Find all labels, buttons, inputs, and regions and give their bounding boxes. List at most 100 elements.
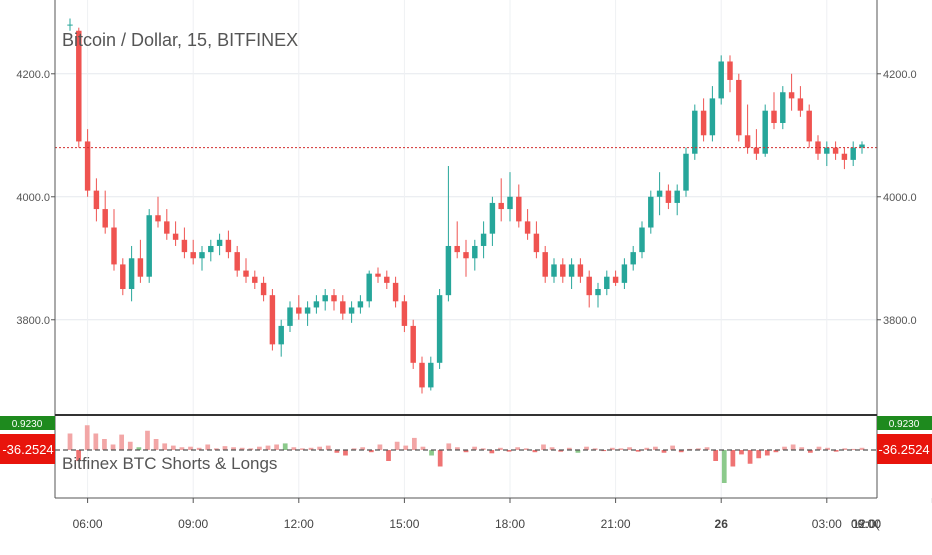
candle: [287, 301, 293, 333]
candle: [859, 141, 865, 154]
indicator-bar: [102, 439, 107, 450]
indicator-bar: [833, 450, 839, 452]
candle: [753, 129, 760, 160]
candle: [489, 196, 496, 246]
candle: [533, 221, 540, 259]
candle: [736, 73, 742, 142]
y-tick-label-left: 4000.0: [16, 192, 50, 204]
indicator-bar: [274, 444, 279, 450]
candle-body: [753, 147, 760, 154]
candle: [604, 270, 610, 296]
indicator-bar: [764, 450, 770, 456]
candle: [120, 258, 126, 296]
indicator-bar: [222, 446, 228, 450]
candle-body: [445, 245, 452, 296]
candle: [348, 301, 355, 323]
candle-body: [216, 239, 223, 246]
candle: [568, 258, 575, 290]
indicator-bar: [351, 448, 357, 450]
candle: [692, 104, 698, 160]
candle-body: [859, 144, 865, 148]
indicator-pane[interactable]: [55, 425, 877, 483]
candle-body: [472, 245, 478, 259]
candle: [445, 166, 452, 302]
candle: [480, 221, 487, 259]
candle: [630, 245, 636, 271]
indicator-bar: [696, 448, 701, 450]
candle: [102, 190, 108, 234]
candle-body: [84, 141, 91, 191]
candle: [524, 209, 531, 240]
indicator-bar: [308, 447, 314, 450]
candle-body: [674, 190, 680, 203]
indicator-bar: [506, 450, 512, 452]
candle-body: [797, 98, 804, 111]
left-price-scale[interactable]: 4200.0 4000.0 3800.0: [16, 69, 55, 327]
indicator-bar: [825, 447, 830, 450]
candle: [331, 289, 337, 311]
candle-body: [621, 264, 628, 283]
candle: [665, 184, 672, 210]
candlestick-series: [67, 18, 865, 394]
candle: [225, 230, 232, 259]
indicator-bar: [282, 443, 288, 450]
candle-body: [428, 362, 434, 388]
indicator-bar: [670, 445, 675, 450]
indicator-bar: [472, 446, 477, 450]
candle: [322, 289, 328, 311]
indicator-bar: [153, 439, 159, 450]
indicator-bar: [713, 450, 719, 461]
candle: [164, 209, 170, 240]
candle-body: [296, 307, 302, 314]
candle-body: [489, 202, 496, 234]
candle-body: [234, 252, 240, 271]
candle-body: [841, 153, 848, 160]
indicator-bar: [463, 450, 469, 453]
candle-body: [542, 252, 548, 277]
time-scale[interactable]: 06:00 09:00 12:00 15:00 18:00 21:00 26 03:00 06:…: [73, 498, 932, 531]
right-price-scale[interactable]: 4200.0 4000.0 3800.0: [877, 69, 917, 327]
candle-body: [199, 252, 205, 259]
candle-body: [120, 264, 126, 290]
indicator-bar: [188, 446, 193, 450]
candle-body: [850, 147, 856, 160]
candle-body: [419, 362, 425, 388]
candle: [709, 86, 716, 142]
candle-body: [709, 98, 716, 136]
candle-body: [727, 61, 733, 80]
indicator-bar: [162, 443, 168, 450]
candle: [252, 270, 258, 290]
indicator-bar: [300, 448, 305, 450]
candle-body: [67, 24, 73, 26]
indicator-bar: [756, 450, 762, 459]
candle-body: [252, 276, 258, 283]
x-tick-label: 06:00: [851, 517, 881, 531]
candle-body: [348, 307, 355, 314]
candle-body: [304, 307, 311, 314]
indicator-bar: [721, 450, 727, 483]
x-tick-label: 15:00: [389, 517, 419, 531]
candle-body: [736, 79, 742, 136]
candle: [577, 258, 584, 283]
candle: [111, 209, 117, 271]
x-tick-label: 26: [715, 517, 729, 531]
indicator-bar: [807, 450, 813, 453]
indicator-bar: [360, 447, 366, 450]
indicator-bar: [704, 447, 710, 450]
indicator-bar: [480, 448, 486, 450]
candle: [357, 295, 364, 314]
candle-body: [648, 196, 654, 228]
candle: [718, 55, 724, 105]
candle: [595, 282, 601, 308]
candle-body: [357, 301, 364, 308]
indicator-bar: [541, 444, 546, 450]
indicator-bar: [377, 444, 383, 450]
candle-body: [551, 264, 557, 277]
indicator-bar: [145, 430, 150, 450]
indicator-bar: [420, 446, 426, 450]
indicator-bar: [566, 447, 572, 450]
indicator-bar: [196, 447, 202, 450]
candle: [841, 147, 848, 170]
